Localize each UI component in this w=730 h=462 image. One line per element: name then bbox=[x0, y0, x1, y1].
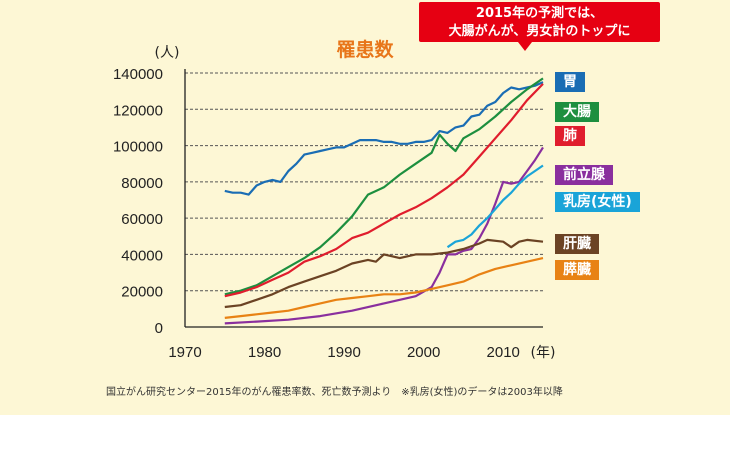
legend-item: 肝臓 bbox=[555, 234, 599, 254]
y-tick-label: 120000 bbox=[113, 102, 163, 119]
y-tick-label: 60000 bbox=[121, 211, 163, 228]
axis-labels: 0 20000 40000 60000 80000 100000 120000 140000 1… bbox=[113, 38, 556, 361]
x-tick-label: 2010 bbox=[487, 344, 520, 361]
legend-item: 胃 bbox=[555, 72, 585, 92]
series-lines bbox=[224, 77, 544, 325]
callout-line-2: 大腸がんが、男女計のトップに bbox=[448, 24, 631, 39]
y-tick-label: 20000 bbox=[121, 284, 163, 301]
callout-box: 2015年の予測では、 大腸がんが、男女計のトップに bbox=[419, 2, 660, 42]
y-tick-label: 80000 bbox=[121, 175, 163, 192]
chart-title: 罹患数 bbox=[336, 38, 394, 61]
series-line bbox=[224, 77, 544, 296]
series-line bbox=[224, 257, 544, 319]
y-tick-label: 0 bbox=[155, 320, 163, 337]
legend-item: 乳房(女性) bbox=[555, 192, 640, 212]
y-tick-label: 100000 bbox=[113, 139, 163, 156]
legend-item: 前立腺 bbox=[555, 165, 613, 185]
x-tick-label: 2000 bbox=[407, 344, 440, 361]
x-axis-unit: (年) bbox=[531, 345, 556, 361]
series-line bbox=[224, 81, 544, 196]
source-note: 国立がん研究センター2015年のがん罹患率数、死亡数予測より ※乳房(女性)のデ… bbox=[106, 387, 563, 398]
legend-item: 肺 bbox=[555, 126, 585, 146]
series-line bbox=[224, 238, 544, 309]
legend-item: 大腸 bbox=[555, 102, 599, 122]
y-tick-label: 40000 bbox=[121, 247, 163, 264]
series-line bbox=[446, 164, 544, 249]
series-line bbox=[224, 83, 544, 298]
axes bbox=[184, 69, 543, 328]
callout-pointer bbox=[518, 42, 532, 51]
x-tick-label: 1980 bbox=[248, 344, 281, 361]
x-tick-label: 1970 bbox=[168, 344, 201, 361]
y-axis-unit: (人) bbox=[155, 45, 180, 61]
x-tick-label: 1990 bbox=[327, 344, 360, 361]
callout-line-1: 2015年の予測では、 bbox=[475, 6, 604, 21]
series-line bbox=[224, 146, 544, 325]
legend-item: 膵臓 bbox=[555, 260, 599, 280]
y-tick-label: 140000 bbox=[113, 66, 163, 83]
